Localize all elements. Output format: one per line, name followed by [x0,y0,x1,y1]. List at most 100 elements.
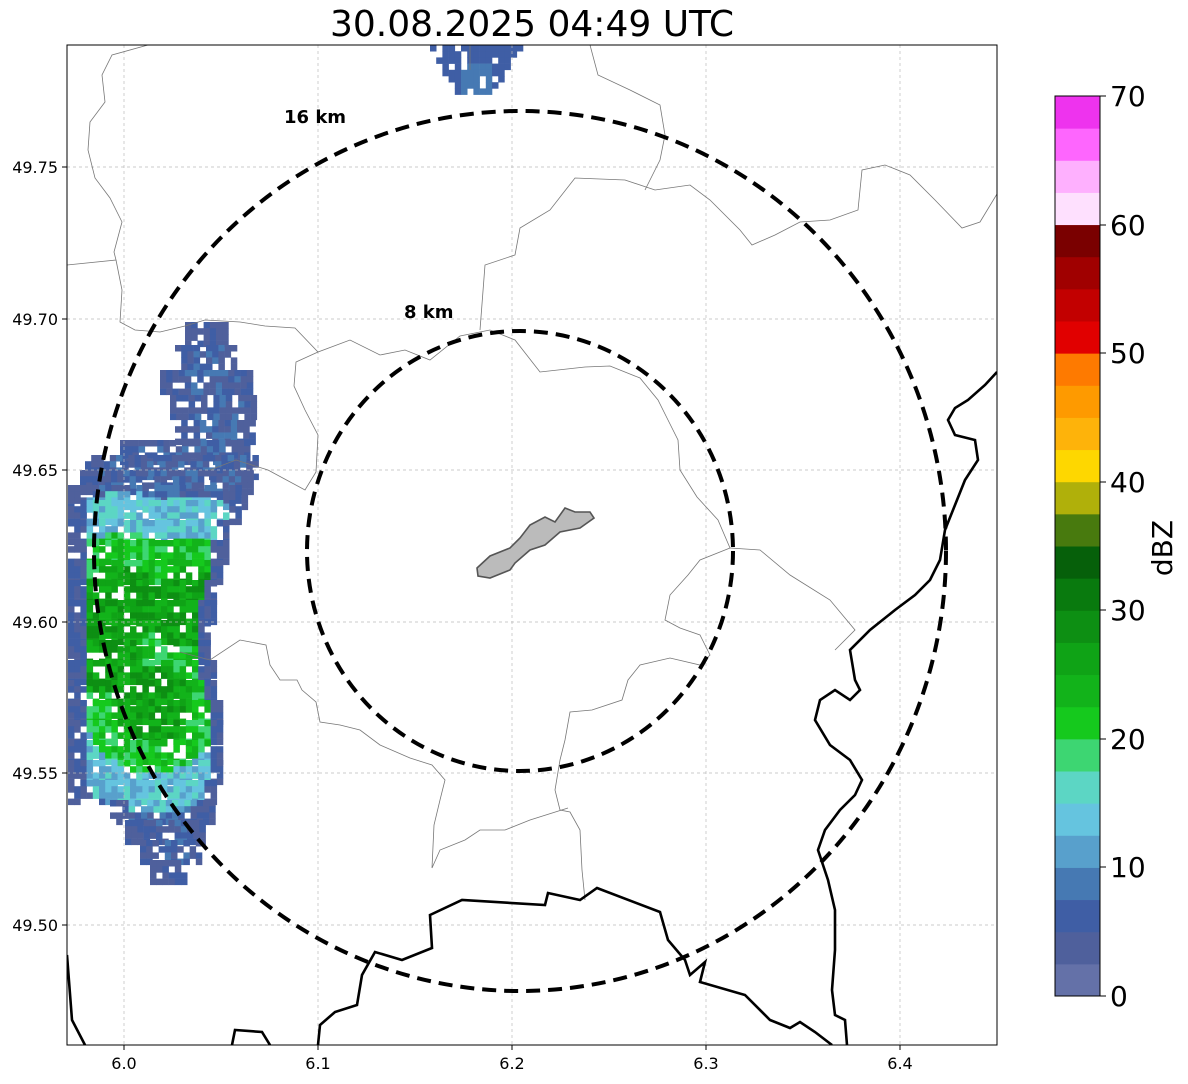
radar-cell [204,706,211,713]
radar-cell [111,526,118,533]
radar-cell [148,566,156,573]
radar-cell [68,520,75,527]
radar-cell [111,540,118,547]
radar-cell [140,473,148,481]
radar-cell [198,686,205,693]
radar-cell [192,626,199,633]
radar-cell [237,440,245,447]
radar-cell [68,680,75,687]
radar-cell [179,600,187,607]
radar-cell [216,572,224,579]
radar-cell [202,455,210,462]
radar-cell [99,538,106,546]
radar-cell [80,566,87,573]
radar-cell [181,426,188,433]
radar-cell [154,692,162,699]
radar-cell [92,592,100,599]
radar-cell [148,612,156,619]
radar-cell [111,632,118,639]
radar-cell [215,388,223,396]
radar-cell [198,526,205,533]
radar-cell [185,646,193,653]
radar-cell [167,686,174,693]
radar-cell [136,560,143,567]
radar-cell [142,718,149,726]
radar-cell [436,57,443,64]
radar-cell [111,746,118,753]
radar-cell [74,798,81,806]
radar-cell [68,600,75,607]
radar-cell [80,746,87,753]
radar-cell [68,640,75,647]
radar-cell [179,686,187,693]
radar-cell [142,580,149,587]
radar-cell [179,500,187,507]
radar-cell [123,512,131,519]
radar-cell [68,580,75,587]
radar-cell [136,572,143,579]
radar-cell [105,612,112,619]
radar-cell [198,586,205,593]
colorbar-segment [1055,674,1100,708]
radar-cell [213,401,220,408]
radar-cell [241,476,248,483]
radar-cell [86,488,93,496]
radar-cell [204,666,211,673]
radar-cell [216,322,223,329]
radar-cell [105,626,112,633]
radar-cell [130,780,137,787]
radar-cell [210,560,218,567]
radar-cell [241,491,249,498]
radar-cell [68,780,75,787]
radar-cell [161,620,168,627]
radar-cell [117,600,125,607]
radar-cell [192,606,199,613]
radar-cell [136,666,143,673]
colorbar-segment [1055,417,1100,451]
radar-cell [179,692,187,699]
colorbar-segment [1055,771,1100,804]
radar-cell [222,340,229,348]
radar-cell [136,600,143,607]
radar-cell [195,852,203,859]
radar-cell [167,566,174,573]
radar-cell [80,632,87,639]
radar-cell [92,700,100,707]
radar-cell [80,752,87,759]
radar-cell [68,772,75,779]
radar-cell [461,69,468,77]
radar-cell [161,646,168,653]
radar-cell [161,586,168,593]
radar-cell [206,357,213,364]
radar-cell [117,606,125,613]
radar-cell [136,638,143,646]
radar-cell [105,506,112,513]
radar-cell [210,706,218,713]
radar-cell [173,476,180,483]
radar-cell [136,792,143,799]
radar-cell [160,376,167,383]
radar-cell [204,692,211,699]
radar-cell [111,552,118,559]
radar-cell [134,812,142,819]
radar-cell [80,640,87,647]
radar-cell [143,832,151,839]
radar-cell [185,640,193,647]
radar-cell [92,485,100,492]
map-title: 30.08.2025 04:49 UTC [329,4,735,45]
radar-cell [197,482,205,489]
radar-cell [136,632,143,639]
radar-cell [142,758,149,766]
radar-cell [80,766,87,773]
radar-cell [136,660,143,667]
radar-cell [218,432,225,439]
radar-cell [99,612,106,619]
radar-cell [154,476,161,483]
radar-cell [154,566,162,573]
radar-cell [153,800,160,807]
radar-cell [209,800,216,807]
radar-cell [244,440,251,447]
radar-cell [467,76,474,83]
radar-cell [162,826,169,833]
radar-cell [204,640,211,647]
